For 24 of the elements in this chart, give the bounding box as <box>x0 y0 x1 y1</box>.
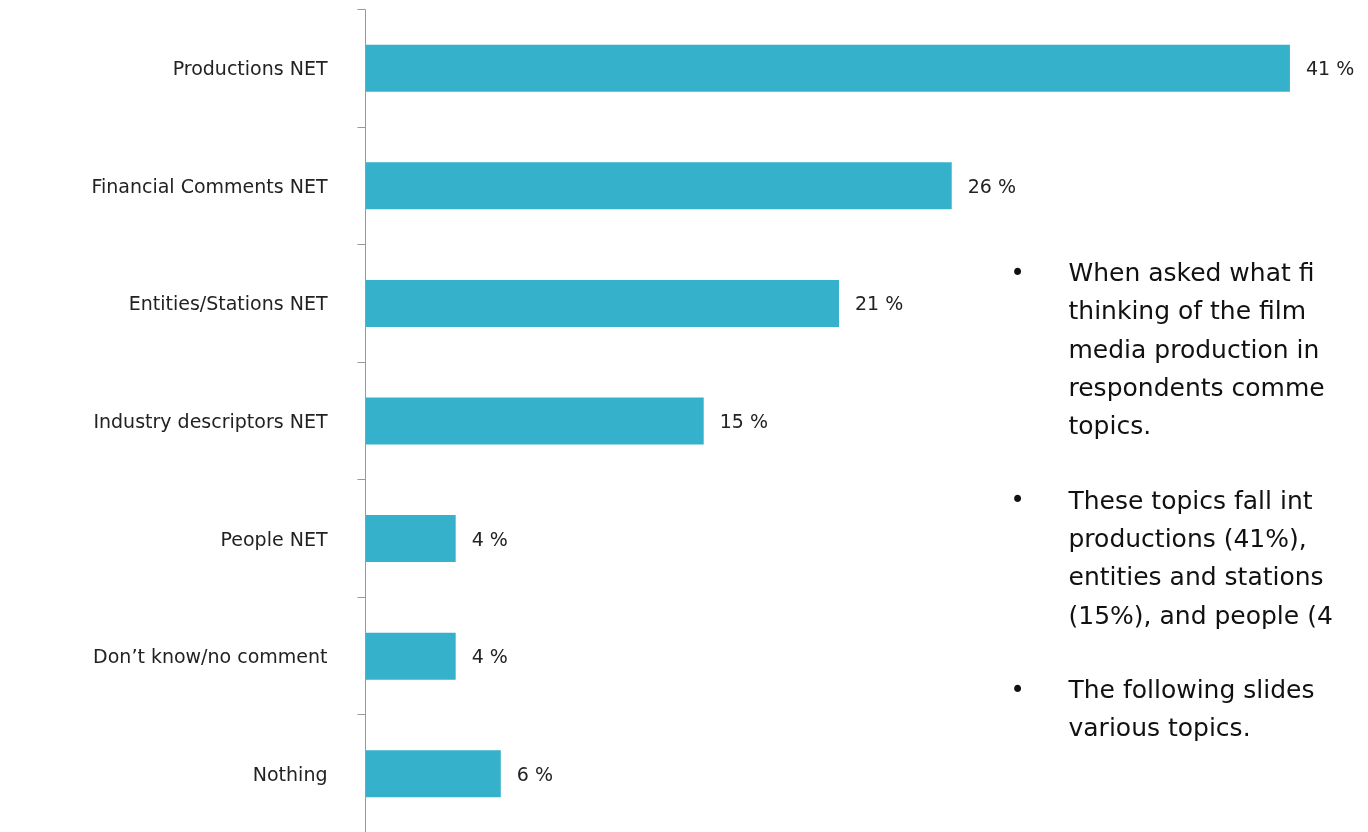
y-tick-label: Entities/Stations NET <box>128 292 328 315</box>
bar <box>365 397 704 445</box>
y-tick-label: Productions NET <box>172 57 328 80</box>
data-label: 4 % <box>471 645 508 668</box>
y-tick-label: Nothing <box>252 762 328 785</box>
y-tick-label: People NET <box>220 527 328 550</box>
bar <box>365 515 456 563</box>
data-label: 21 % <box>854 292 904 315</box>
bar <box>365 632 456 680</box>
y-tick-label: Don’t know/no comment <box>93 645 328 668</box>
bar <box>365 162 952 210</box>
data-label: 26 % <box>967 174 1016 197</box>
text: • These topics fall int productions (41%), entities and stations (15%), and people (4 <box>1010 485 1333 630</box>
bar <box>365 44 1290 92</box>
y-tick-label: Financial Comments NET <box>91 174 328 197</box>
bar <box>365 750 501 798</box>
y-tick-label: Industry descriptors NET <box>93 410 328 432</box>
text: • The following slides various topics. <box>1010 675 1315 743</box>
text: • When asked what fi thinking of the film media production in respondents comme topics. <box>1010 258 1325 441</box>
data-label: 15 % <box>719 410 768 432</box>
data-label: 41 % <box>1305 57 1355 80</box>
data-label: 4 % <box>471 527 508 550</box>
data-label: 6 % <box>516 762 553 785</box>
bar <box>365 279 839 327</box>
